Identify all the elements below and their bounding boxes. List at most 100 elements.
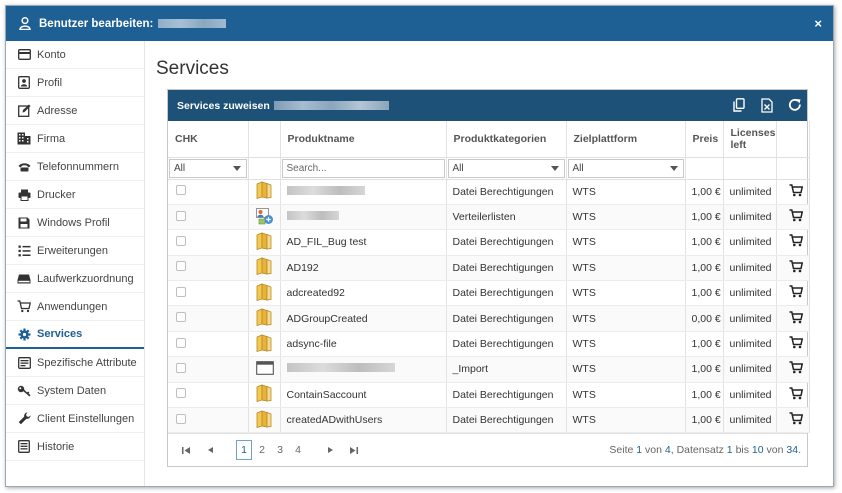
- table-row[interactable]: adsync-file Datei Berechtigungen WTS 1,00 €…: [168, 331, 810, 358]
- row-checkbox[interactable]: [176, 261, 186, 272]
- table-row[interactable]: Datei Berechtigungen WTS 1,00 € unlimited: [168, 179, 810, 205]
- sidebar-item-profil[interactable]: Profil: [6, 69, 144, 97]
- chk-filter-select[interactable]: All: [169, 158, 247, 178]
- close-button[interactable]: ×: [814, 16, 822, 31]
- shopping-cart-icon[interactable]: [789, 387, 803, 400]
- row-icon-cell: [248, 382, 281, 409]
- page-2-button[interactable]: 2: [259, 444, 265, 456]
- search-input[interactable]: [286, 162, 444, 174]
- pager-current-page: 1: [636, 444, 643, 456]
- table-row[interactable]: _Import WTS 1,00 € unlimited: [168, 356, 810, 383]
- shopping-cart-icon[interactable]: [789, 412, 803, 425]
- row-checkbox[interactable]: [176, 185, 186, 196]
- printer-icon: [17, 188, 31, 202]
- product-name-cell: [280, 356, 447, 383]
- copy-icon[interactable]: [732, 97, 746, 113]
- column-header-preis[interactable]: Preis: [685, 121, 724, 158]
- sidebar-item-client-einstellungen[interactable]: Client Einstellungen: [6, 405, 144, 433]
- column-header-zielplattform[interactable]: Zielplattform: [566, 121, 686, 158]
- plattform-filter-select[interactable]: All: [567, 158, 684, 178]
- sidebar-item-system-daten[interactable]: System Daten: [6, 377, 144, 405]
- sidebar-item-windows-profil[interactable]: Windows Profil: [6, 209, 144, 237]
- price: 1,00 €: [685, 280, 724, 307]
- page-1-button[interactable]: 1: [236, 440, 252, 460]
- search-field: [281, 158, 445, 178]
- folder-icon: [256, 232, 272, 250]
- sidebar-item-label: Laufwerkzuordnung: [37, 272, 134, 285]
- column-header-chk[interactable]: CHK: [168, 121, 249, 158]
- sidebar-item-services[interactable]: Services: [6, 321, 144, 349]
- row-checkbox[interactable]: [176, 312, 186, 323]
- redacted-user-name: [273, 101, 389, 110]
- target-platform: WTS: [566, 407, 686, 434]
- target-platform: WTS: [566, 255, 686, 282]
- product-category: Datei Berechtigungen: [446, 331, 567, 358]
- table-row[interactable]: ContainSaccount Datei Berechtigungen WTS 1,…: [168, 382, 810, 409]
- table-row[interactable]: AD192 Datei Berechtigungen WTS 1,00 € unlimi…: [168, 255, 810, 282]
- page-3-button[interactable]: 3: [277, 444, 283, 456]
- prev-page-button[interactable]: [198, 440, 222, 460]
- row-checkbox[interactable]: [176, 286, 186, 297]
- sidebar-item-konto[interactable]: Konto: [6, 41, 144, 69]
- sidebar-item-laufwerkzuordnung[interactable]: Laufwerkzuordnung: [6, 265, 144, 293]
- panel-toolbar: [732, 97, 802, 113]
- column-header-licenses-left[interactable]: Licenses left: [723, 121, 777, 158]
- first-page-button[interactable]: [174, 440, 198, 460]
- pager-record-from: 1: [726, 444, 733, 456]
- row-checkbox[interactable]: [176, 210, 186, 221]
- table-row[interactable]: AD_FIL_Bug test Datei Berechtigungen WTS 1,…: [168, 229, 810, 256]
- target-platform: WTS: [566, 280, 686, 307]
- sidebar-item-spezifische-attribute[interactable]: Spezifische Attribute: [6, 349, 144, 377]
- sidebar-item-telefonnummern[interactable]: Telefonnummern: [6, 153, 144, 181]
- sidebar-item-label: Historie: [37, 440, 75, 453]
- row-checkbox[interactable]: [176, 362, 186, 373]
- price: 1,00 €: [685, 331, 724, 358]
- refresh-icon[interactable]: [788, 97, 802, 113]
- shopping-cart-icon[interactable]: [789, 234, 803, 247]
- next-page-button[interactable]: [318, 440, 342, 460]
- table-row[interactable]: Verteilerlisten WTS 1,00 € unlimited: [168, 204, 810, 231]
- sidebar-item-label: Anwendungen: [37, 300, 108, 313]
- folder-icon: [256, 410, 272, 428]
- sidebar-item-erweiterungen[interactable]: Erweiterungen: [6, 237, 144, 265]
- product-name-cell: ADGroupCreated: [280, 305, 447, 332]
- shopping-cart-icon[interactable]: [789, 310, 803, 324]
- last-page-button[interactable]: [342, 440, 366, 460]
- shopping-cart-icon[interactable]: [789, 183, 803, 197]
- shopping-cart-icon[interactable]: [789, 336, 803, 349]
- sidebar-item-label: Adresse: [37, 104, 78, 117]
- shopping-cart-icon[interactable]: [789, 209, 803, 222]
- add-to-cart-cell: [776, 356, 810, 383]
- shopping-cart-icon[interactable]: [789, 361, 803, 374]
- row-checkbox[interactable]: [176, 235, 186, 246]
- column-header-produktname[interactable]: Produktname: [280, 121, 447, 158]
- row-checkbox[interactable]: [176, 337, 186, 348]
- sidebar-item-firma[interactable]: Firma: [6, 125, 144, 153]
- shopping-cart-icon[interactable]: [789, 285, 803, 298]
- excel-icon[interactable]: [760, 97, 774, 113]
- table-row[interactable]: createdADwithUsers Datei Berechtigungen WT…: [168, 407, 810, 434]
- page-4-button[interactable]: 4: [295, 444, 301, 456]
- licenses-left: unlimited: [723, 229, 777, 256]
- table-row[interactable]: ADGroupCreated Datei Berechtigungen WTS 0,0…: [168, 305, 810, 332]
- edit-icon: [17, 104, 31, 118]
- pager-label-von2: von: [766, 444, 784, 456]
- add-to-cart-cell: [776, 280, 810, 307]
- kategorien-filter-select[interactable]: All: [447, 158, 565, 178]
- kategorien-filter-value: All: [452, 162, 464, 174]
- sidebar-item-drucker[interactable]: Drucker: [6, 181, 144, 209]
- product-name-cell: adcreated92: [280, 280, 447, 307]
- sidebar-item-historie[interactable]: Historie: [6, 433, 144, 461]
- row-checkbox[interactable]: [176, 413, 186, 424]
- drive-icon: [17, 272, 31, 286]
- shopping-cart-icon[interactable]: [789, 260, 803, 273]
- column-header-produktkategorien[interactable]: Produktkategorien: [446, 121, 567, 158]
- sidebar-item-adresse[interactable]: Adresse: [6, 97, 144, 125]
- add-to-cart-cell: [776, 331, 810, 358]
- row-icon-cell: [248, 280, 281, 307]
- row-checkbox-cell: [168, 204, 249, 231]
- folder-icon: [256, 333, 272, 352]
- sidebar-item-anwendungen[interactable]: Anwendungen: [6, 293, 144, 321]
- table-row[interactable]: adcreated92 Datei Berechtigungen WTS 1,00 €…: [168, 280, 810, 307]
- row-checkbox[interactable]: [176, 388, 186, 399]
